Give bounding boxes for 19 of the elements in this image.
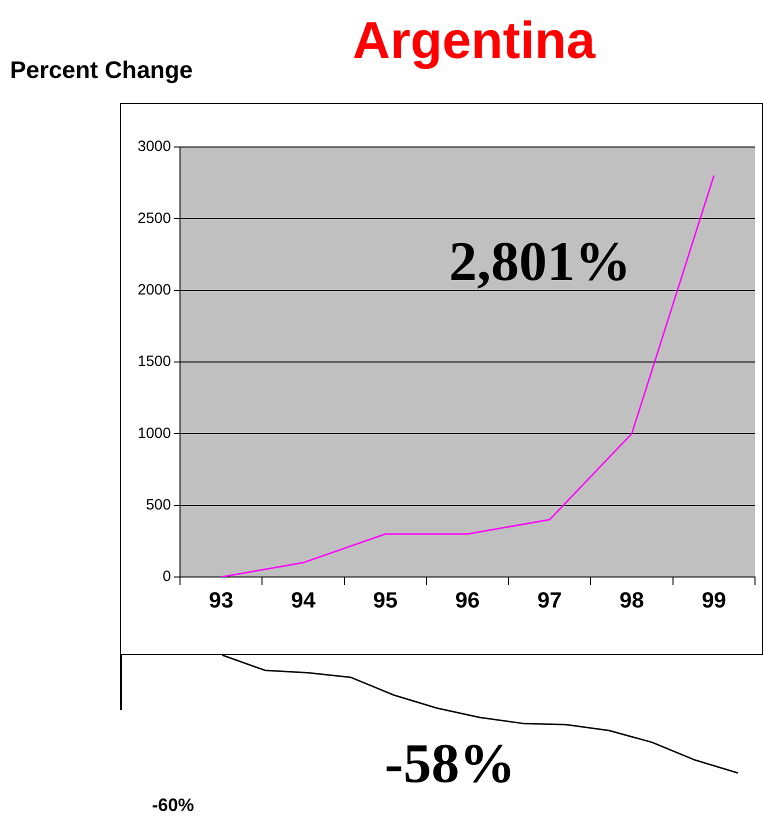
x-tick-label: 96 (455, 587, 480, 612)
y-tick-label: 1500 (138, 353, 171, 370)
text: -60% (152, 795, 194, 815)
x-tick-label: 99 (702, 587, 726, 612)
y-axis-title: Percent Change (10, 57, 193, 84)
y-tick-label: 500 (146, 496, 171, 514)
x-tick-label: 97 (537, 587, 562, 612)
y-tick-label: 3000 (138, 138, 171, 156)
y-tick-label: 2500 (138, 210, 171, 227)
chart-title: Argentina (352, 12, 596, 70)
x-tick-label: 98 (620, 587, 644, 612)
x-tick-label: 93 (208, 587, 234, 612)
annotation: -58% (384, 733, 516, 795)
y-tick-label: 2000 (138, 281, 171, 298)
y-tick-label: 1000 (138, 424, 171, 442)
annotation: 2,801% (449, 231, 631, 293)
x-tick-label: 95 (373, 587, 398, 612)
x-tick-label: 94 (290, 587, 316, 612)
y-tick-label: 0 (162, 568, 171, 586)
